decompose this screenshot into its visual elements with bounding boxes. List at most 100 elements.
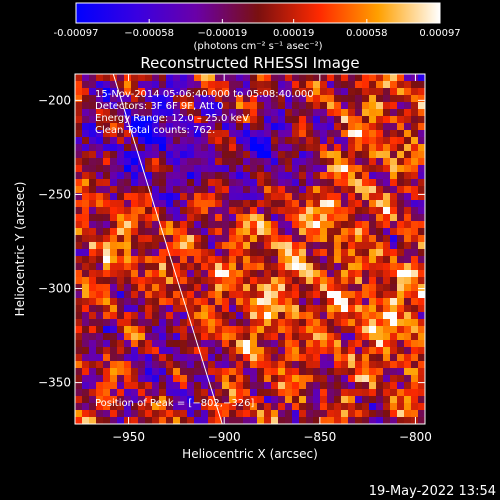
heatmap-cell <box>376 214 384 222</box>
heatmap-cell <box>117 298 125 306</box>
heatmap-cell <box>362 382 370 390</box>
heatmap-cell <box>383 326 391 334</box>
heatmap-cell <box>131 193 139 201</box>
heatmap-cell <box>138 116 146 124</box>
heatmap-cell <box>138 102 146 110</box>
heatmap-cell <box>285 347 293 355</box>
heatmap-cell <box>243 375 251 383</box>
heatmap-cell <box>341 74 349 82</box>
heatmap-cell <box>327 130 335 138</box>
heatmap-cell <box>194 242 202 250</box>
heatmap-cell <box>306 214 314 222</box>
heatmap-cell <box>180 130 188 138</box>
heatmap-cell <box>390 228 398 236</box>
heatmap-cell <box>411 109 419 117</box>
heatmap-cell <box>334 389 342 397</box>
heatmap-cell <box>131 305 139 313</box>
heatmap-cell <box>362 214 370 222</box>
heatmap-cell <box>124 347 132 355</box>
heatmap-cell <box>348 326 356 334</box>
heatmap-cell <box>306 109 314 117</box>
heatmap-cell <box>124 284 132 292</box>
heatmap-cell <box>229 298 237 306</box>
heatmap-cell <box>89 368 97 376</box>
heatmap-cell <box>250 200 258 208</box>
heatmap-cell <box>152 130 160 138</box>
heatmap-cell <box>362 417 370 424</box>
heatmap-cell <box>117 389 125 397</box>
heatmap-cell <box>229 214 237 222</box>
heatmap-cell <box>306 158 314 166</box>
heatmap-cell <box>103 270 111 278</box>
heatmap-cell <box>334 102 342 110</box>
heatmap-cell <box>369 277 377 285</box>
heatmap-cell <box>306 270 314 278</box>
heatmap-cell <box>320 263 328 271</box>
heatmap-cell <box>292 95 300 103</box>
heatmap-cell <box>229 389 237 397</box>
heatmap-cell <box>187 228 195 236</box>
heatmap-cell <box>257 263 265 271</box>
heatmap-cell <box>257 305 265 313</box>
heatmap-cell <box>110 298 118 306</box>
heatmap-cell <box>264 347 272 355</box>
heatmap-cell <box>278 95 286 103</box>
heatmap-cell <box>285 256 293 264</box>
heatmap-cell <box>390 340 398 348</box>
heatmap-cell <box>103 403 111 411</box>
heatmap-cell <box>201 354 209 362</box>
heatmap-cell <box>166 410 174 418</box>
heatmap-cell <box>411 319 419 327</box>
heatmap-cell <box>236 389 244 397</box>
heatmap-cell <box>138 291 146 299</box>
heatmap-cell <box>173 347 181 355</box>
heatmap-cell <box>236 228 244 236</box>
y-tick-label: −350 <box>38 376 71 390</box>
heatmap-cell <box>110 123 118 131</box>
heatmap-cell <box>257 375 265 383</box>
heatmap-cell <box>180 333 188 341</box>
heatmap-cell <box>278 214 286 222</box>
heatmap-cell <box>383 382 391 390</box>
heatmap-cell <box>411 116 419 124</box>
heatmap-cell <box>222 116 230 124</box>
heatmap-cell <box>327 333 335 341</box>
heatmap-cell <box>103 277 111 285</box>
heatmap-cell <box>152 263 160 271</box>
heatmap-cell <box>124 81 132 89</box>
heatmap-cell <box>411 130 419 138</box>
heatmap-cell <box>173 256 181 264</box>
heatmap-cell <box>173 361 181 369</box>
heatmap-cell <box>257 368 265 376</box>
heatmap-cell <box>250 81 258 89</box>
heatmap-cell <box>215 81 223 89</box>
heatmap-cell <box>404 340 412 348</box>
heatmap-cell <box>397 375 405 383</box>
heatmap-cell <box>201 235 209 243</box>
heatmap-cell <box>306 403 314 411</box>
annotation-energy-range: Energy Range: 12.0 – 25.0 keV <box>95 113 249 124</box>
heatmap-cell <box>96 123 104 131</box>
heatmap-cell <box>320 298 328 306</box>
heatmap-cell <box>299 361 307 369</box>
heatmap-cell <box>180 249 188 257</box>
heatmap-cell <box>285 298 293 306</box>
heatmap-cell <box>313 123 321 131</box>
heatmap-cell <box>166 207 174 215</box>
heatmap-cell <box>292 116 300 124</box>
heatmap-cell <box>362 186 370 194</box>
heatmap-cell <box>292 88 300 96</box>
heatmap-cell <box>152 347 160 355</box>
heatmap-cell <box>124 242 132 250</box>
heatmap-cell <box>145 95 153 103</box>
heatmap-cell <box>376 417 384 424</box>
heatmap-cell <box>348 242 356 250</box>
heatmap-cell <box>131 312 139 320</box>
heatmap-cell <box>341 88 349 96</box>
heatmap-cell <box>397 368 405 376</box>
heatmap-cell <box>271 95 279 103</box>
heatmap-cell <box>250 382 258 390</box>
heatmap-cell <box>117 396 125 404</box>
heatmap-cell <box>383 172 391 180</box>
heatmap-cell <box>117 116 125 124</box>
